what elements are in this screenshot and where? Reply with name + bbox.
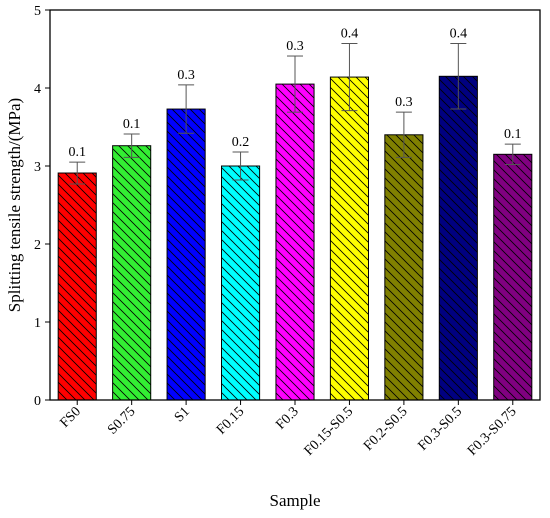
error-bar [178,84,195,134]
data-label: 0.3 [395,95,413,110]
bar [275,83,315,401]
bars-layer [57,75,533,401]
x-tick-label: F0.15 [214,404,247,437]
data-label: 0.2 [232,135,250,150]
x-ticks: FS0 S0.75 S1 F0.15 F0.3 F0.15-S0.5 F0.2-S0.5 F0… [57,400,520,459]
bar [384,134,424,401]
error-bar [341,43,358,112]
error-bar [287,55,303,113]
data-labels-layer: 0.1 0.1 0.3 0.2 0.3 0.4 0.3 0.4 0.1 [68,27,521,161]
x-tick-label: S0.75 [105,404,138,437]
error-bar [450,43,467,110]
error-bars-layer [69,43,521,185]
data-label: 0.3 [286,39,304,54]
bar [166,108,206,401]
data-label: 0.3 [177,68,195,83]
bar [493,153,533,401]
y-axis-title: Splitting tensile strength/(MPa) [5,98,24,312]
bar [221,165,261,401]
y-tick-label: 2 [34,238,41,253]
error-bar [69,161,86,185]
data-label: 0.1 [68,145,86,160]
x-tick-label: F0.3 [273,404,301,432]
y-ticks: 0 1 2 3 4 5 [34,4,50,409]
y-tick-label: 5 [34,4,41,19]
error-bar [123,133,140,158]
y-tick-label: 1 [34,316,41,331]
error-bar [395,111,412,158]
data-label: 0.4 [450,27,468,42]
bar [57,172,97,401]
bar [112,145,152,401]
x-tick-label: F0.2-S0.5 [361,404,411,454]
data-label: 0.4 [341,27,359,42]
data-label: 0.1 [504,127,522,142]
error-bar [504,143,521,165]
y-tick-label: 4 [34,82,41,97]
y-tick-label: 0 [34,394,41,409]
bar [438,75,478,401]
bar [329,76,369,401]
x-tick-label: S1 [172,404,193,425]
x-tick-label: F0.3-S0.75 [465,404,520,459]
x-tick-label: FS0 [57,404,84,431]
y-tick-label: 3 [34,160,41,175]
data-label: 0.1 [123,117,141,132]
x-axis-title: Sample [270,491,321,510]
error-bar [232,151,249,181]
x-tick-label: F0.15-S0.5 [302,404,357,459]
x-tick-label: F0.3-S0.5 [415,404,465,454]
